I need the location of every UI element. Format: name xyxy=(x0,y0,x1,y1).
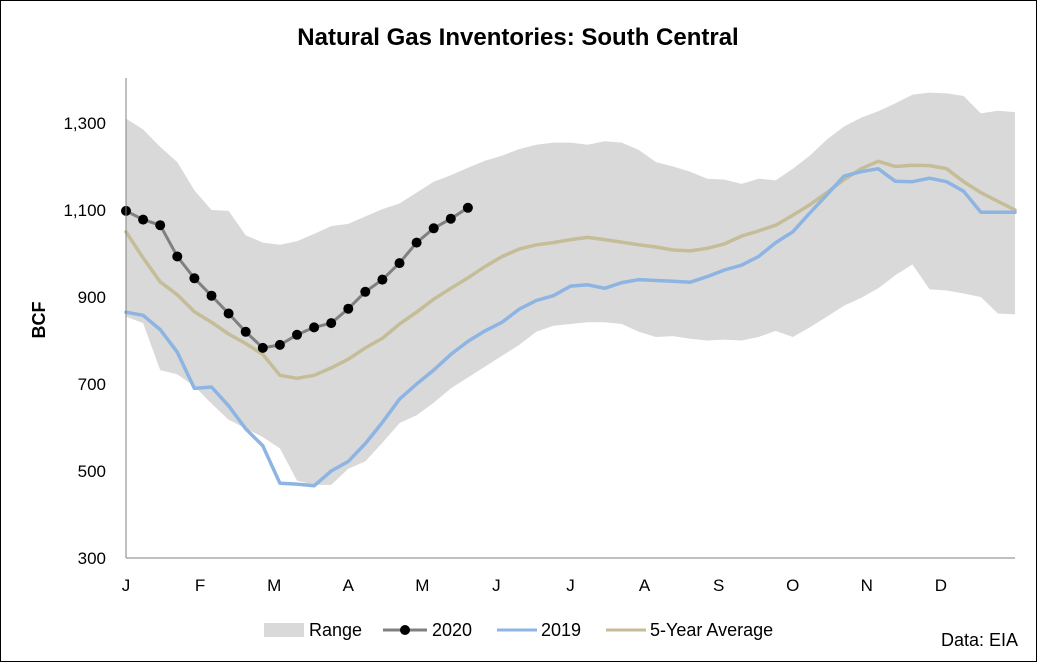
marker-2020-point xyxy=(377,274,388,285)
x-tick-label: A xyxy=(343,576,355,595)
marker-2020-point xyxy=(292,329,302,340)
y-tick-label: 300 xyxy=(78,549,106,568)
marker-2020-point xyxy=(223,308,234,319)
marker-2020-point xyxy=(462,202,473,213)
marker-2020-point xyxy=(343,303,354,314)
legend-label-range: Range xyxy=(309,620,362,640)
series-markers-2020 xyxy=(121,202,473,353)
marker-2020-point xyxy=(309,322,320,333)
y-tick-label: 700 xyxy=(78,375,106,394)
legend-marker-2020 xyxy=(400,625,410,635)
marker-2020-point xyxy=(326,318,337,329)
range-area xyxy=(126,92,1015,485)
y-tick-label: 1,300 xyxy=(63,114,106,133)
x-tick-label: M xyxy=(267,576,281,595)
y-tick-label: 500 xyxy=(78,462,106,481)
x-tick-label: A xyxy=(639,576,651,595)
marker-2020-point xyxy=(428,223,439,234)
legend: Range 2020 2019 5-Year Average xyxy=(264,620,773,640)
marker-2020-point xyxy=(445,213,456,224)
x-tick-label: S xyxy=(713,576,724,595)
marker-2020-point xyxy=(138,214,149,225)
x-tick-label: J xyxy=(122,576,131,595)
y-tick-labels: 300 500 700 900 1,100 1,300 xyxy=(63,114,106,568)
x-tick-label: M xyxy=(415,576,429,595)
legend-label-5-year-average: 5-Year Average xyxy=(650,620,773,640)
marker-2020-point xyxy=(411,237,422,248)
x-tick-label: O xyxy=(786,576,799,595)
chart-title: Natural Gas Inventories: South Central xyxy=(297,24,738,51)
marker-2020-point xyxy=(240,326,251,337)
legend-label-2019: 2019 xyxy=(541,620,581,640)
legend-swatch-range xyxy=(264,623,304,637)
y-tick-label: 900 xyxy=(78,288,106,307)
legend-label-2020: 2020 xyxy=(432,620,472,640)
series-line-2019 xyxy=(124,166,1017,488)
marker-2020-point xyxy=(189,273,200,284)
x-tick-label: N xyxy=(861,576,873,595)
x-tick-label: F xyxy=(195,576,205,595)
plot-area xyxy=(121,92,1017,488)
series-line-5-year-average xyxy=(124,159,1017,381)
marker-2020-point xyxy=(257,342,268,353)
marker-2020-point xyxy=(172,251,183,262)
marker-2020-point xyxy=(360,286,371,297)
marker-2020-point xyxy=(394,258,405,269)
source-note: Data: EIA xyxy=(941,630,1018,650)
x-tick-label: J xyxy=(492,576,501,595)
marker-2020-point xyxy=(206,290,217,301)
y-axis-title: BCF xyxy=(29,302,49,339)
y-tick-label: 1,100 xyxy=(63,201,106,220)
marker-2020-point xyxy=(274,339,285,350)
x-tick-label: J xyxy=(566,576,575,595)
marker-2020-point xyxy=(155,220,166,231)
x-tick-label: D xyxy=(935,576,947,595)
